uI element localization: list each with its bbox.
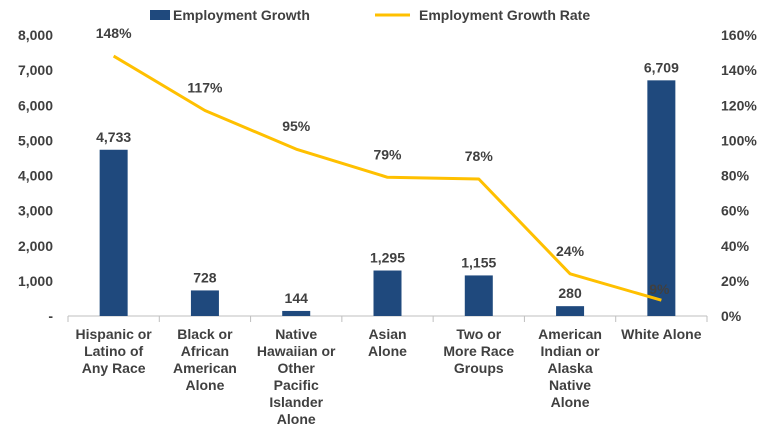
bar [373,270,402,316]
category-label: White Alone [621,326,702,342]
bar-data-label: 1,295 [370,250,405,266]
category-label-line: Indian or [541,343,601,359]
growth-rate-line [112,54,662,302]
bar-series [99,80,676,316]
line-data-label: 24% [556,243,585,259]
category-label-line: Alone [551,394,590,410]
bar [99,149,128,316]
category-label-line: Any Race [82,360,146,376]
category-label-line: Alaska [547,360,592,376]
left-axis: - 1,000 2,000 3,000 4,000 5,000 6,000 7,000 8,00… [18,27,53,324]
legend-label-employment-growth-rate: Employment Growth Rate [419,7,590,23]
x-axis-ticks [67,316,708,322]
bar [282,310,311,316]
category-label-line: Groups [454,360,504,376]
bar-data-label: 280 [558,285,582,301]
category-label-line: More Race [443,343,514,359]
category-label-line: Alone [368,343,407,359]
category-label-line: American [173,360,237,376]
category-label-line: Native [275,326,317,342]
category-label: Hispanic or Latino of Any Race [76,326,153,376]
bar-data-label: 4,733 [96,129,131,145]
bar [556,306,585,316]
line-series [112,54,662,302]
left-tick-label: 2,000 [18,238,53,254]
left-tick-label: 1,000 [18,273,53,289]
category-label-line: American [538,326,602,342]
bar [647,80,676,316]
category-label-line: Asian [368,326,406,342]
left-tick-label: 8,000 [18,27,53,43]
category-label-line: Latino of [84,343,143,359]
category-label-line: Alone [185,377,224,393]
bar [190,290,219,316]
category-label: Native Hawaiian or Other Pacific Islander Alo… [257,326,336,427]
right-tick-label: 120% [721,97,757,113]
left-tick-label: 7,000 [18,62,53,78]
legend: Employment Growth Employment Growth Rate [150,7,590,23]
category-label: Two or More Race Groups [443,326,514,376]
right-tick-label: 80% [721,168,750,184]
category-label-line: Islander [269,394,323,410]
right-tick-label: 60% [721,203,750,219]
category-label-line: Black or [177,326,233,342]
bar [464,275,493,316]
category-label: Asian Alone [368,326,407,359]
right-tick-label: 40% [721,238,750,254]
category-label-line: Pacific [274,377,319,393]
legend-swatch-employment-growth [150,10,170,20]
line-data-label: 78% [465,148,494,164]
right-tick-label: 100% [721,132,757,148]
bar-data-labels: 4,733 728 144 1,295 1,155 280 6,709 [96,59,679,306]
category-label-line: White Alone [621,326,702,342]
left-tick-label: 6,000 [18,97,53,113]
category-label: American Indian or Alaska Native Alone [538,326,602,410]
bar-data-label: 6,709 [644,59,679,75]
category-label-line: Native [549,377,591,393]
right-tick-label: 20% [721,273,750,289]
left-tick-label: - [48,308,53,324]
category-label-line: African [181,343,229,359]
left-tick-label: 4,000 [18,168,53,184]
line-data-label: 79% [373,146,402,162]
line-data-label: 117% [187,80,223,96]
line-data-label: 9% [649,281,670,297]
line-data-label: 95% [282,118,311,134]
legend-label-employment-growth: Employment Growth [173,7,310,23]
right-tick-label: 140% [721,62,757,78]
category-label-line: Hawaiian or [257,343,336,359]
bar-data-label: 728 [193,269,217,285]
left-tick-label: 3,000 [18,203,53,219]
bar-data-label: 1,155 [461,254,496,270]
category-label-line: Two or [456,326,501,342]
category-label: Black or African American Alone [173,326,237,393]
line-data-labels: 148% 117% 95% 79% 78% 24% 9% [96,25,670,297]
right-tick-label: 160% [721,27,757,43]
line-data-label: 148% [96,25,132,41]
category-label-line: Hispanic or [76,326,153,342]
left-tick-label: 5,000 [18,132,53,148]
category-label-line: Alone [277,411,316,427]
right-axis: 0% 20% 40% 60% 80% 100% 120% 140% 160% [721,27,757,324]
right-tick-label: 0% [721,308,742,324]
bar-data-label: 144 [285,290,309,306]
category-labels: Hispanic or Latino of Any Race Black or Afri… [76,326,702,427]
category-label-line: Other [278,360,316,376]
